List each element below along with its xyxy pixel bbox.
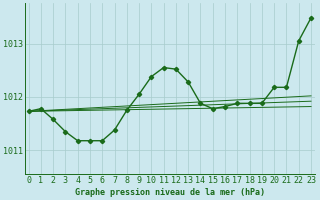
X-axis label: Graphe pression niveau de la mer (hPa): Graphe pression niveau de la mer (hPa) [75,188,265,197]
